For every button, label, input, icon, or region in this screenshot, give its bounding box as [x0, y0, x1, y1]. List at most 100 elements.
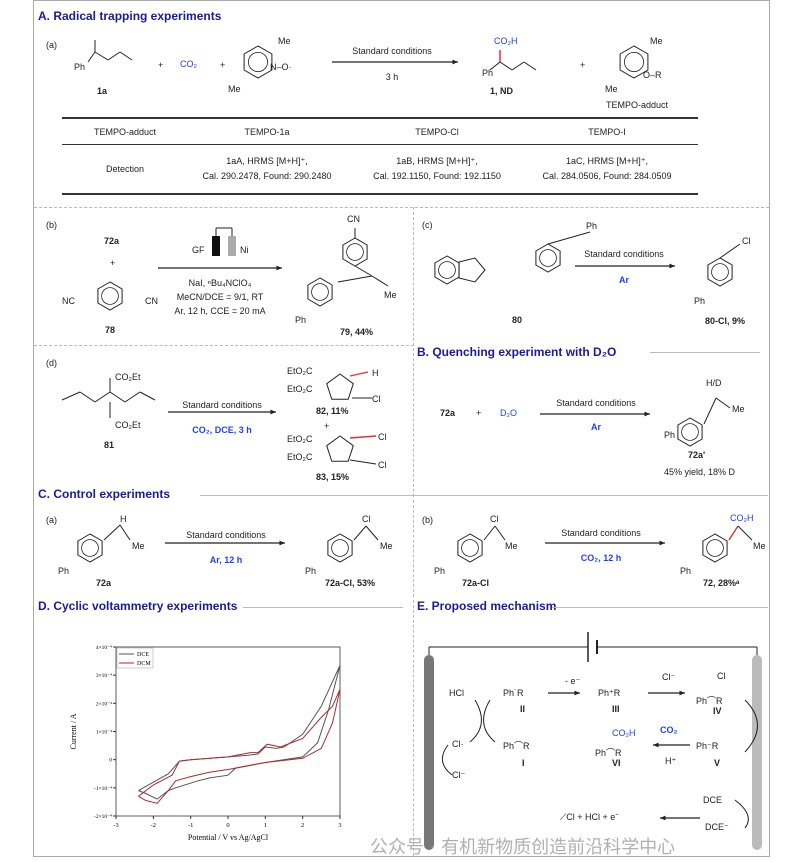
bond	[703, 397, 717, 425]
y-tick-label: 1×10⁻⁴	[96, 730, 112, 736]
bond	[139, 391, 156, 401]
conditions-label: Standard conditions	[561, 528, 641, 538]
benzene-ring	[702, 533, 728, 563]
condition-line: NaI, ⁿBu₄NClO₄	[188, 278, 252, 288]
species-IV: Ph⌒R	[696, 696, 723, 706]
table-cell: 1aC, HRMS [M+H]⁺,	[565, 156, 649, 166]
hcl-label: HCl	[449, 688, 464, 698]
methyl-label: Me	[278, 36, 291, 46]
divider	[413, 500, 414, 597]
compound-label-72a-cl: 72a-Cl	[462, 578, 490, 588]
cyclopentane-ring	[326, 373, 354, 400]
ester-label: EtO₂C	[287, 452, 313, 462]
methyl-label: Me	[132, 541, 145, 551]
curved-arrow	[734, 799, 749, 829]
divider	[200, 495, 768, 496]
bond	[94, 51, 109, 61]
table-cell: 1aA, HRMS [M+H]⁺,	[226, 156, 308, 166]
curved-arrow	[744, 699, 758, 753]
x-axis-label: Potential / V vs Ag/AgCl	[188, 833, 269, 842]
aromatic-circle	[247, 52, 268, 73]
ph-label: Ph	[586, 221, 598, 231]
ester-label: EtO₂C	[287, 434, 313, 444]
bond	[371, 275, 389, 287]
bond	[365, 525, 379, 541]
aromatic-circle	[624, 52, 645, 73]
product-label-72a-cl: 72a-Cl, 53%	[325, 578, 376, 588]
condition-line: Ar, 12 h, CCE = 20 mA	[174, 306, 266, 316]
chloro-label: Cl	[378, 432, 387, 442]
panel-label: (d)	[46, 358, 57, 368]
bond	[489, 61, 501, 71]
y-tick-label: -2×10⁻⁴	[94, 814, 112, 820]
nitrile-label: NC	[62, 296, 75, 306]
arrow-head	[276, 265, 282, 271]
arrow-head	[679, 690, 685, 696]
methyl-label: Me	[605, 84, 618, 94]
oxidation-label: - e⁻	[565, 676, 581, 686]
aromatic-circle	[461, 539, 479, 557]
compound-label-1a: 1a	[97, 86, 108, 96]
bond	[349, 459, 377, 465]
bond	[511, 61, 525, 71]
conditions-label: Standard conditions	[556, 398, 636, 408]
arrow-head	[669, 263, 675, 269]
ester-label: CO₂Et	[115, 372, 141, 382]
curved-arrow	[469, 699, 482, 743]
table-cell: Cal. 192.1150, Found: 192.1150	[373, 171, 501, 181]
bond	[483, 525, 496, 541]
chloro-label: Cl	[742, 236, 751, 246]
arrow-head	[270, 409, 276, 415]
acid-group: CO₂H	[730, 513, 754, 523]
y-tick-label: 0	[109, 758, 112, 764]
label-V: V	[714, 758, 721, 768]
x-tick-label: 0	[226, 822, 229, 829]
curved-arrow	[441, 744, 453, 776]
table-header: TEMPO-I	[588, 127, 626, 137]
bottom-equation: ⟋Cl + HCl + e⁻	[560, 812, 619, 822]
panel-label: (a)	[46, 40, 57, 50]
methyl-label: Me	[384, 290, 397, 300]
new-bond	[728, 525, 739, 541]
ph-label: Ph	[694, 296, 706, 306]
bond	[499, 61, 513, 71]
nitrile-label: CN	[145, 296, 158, 306]
chloro-label: Cl	[490, 514, 499, 524]
label-III: III	[612, 704, 620, 714]
product-label-79: 79, 44%	[340, 327, 374, 337]
hydrogen-label: H	[372, 368, 379, 378]
panel-label: (b)	[422, 515, 433, 525]
conditions-label: Standard conditions	[182, 400, 262, 410]
piperidine-ring	[243, 45, 273, 79]
ester-label: EtO₂C	[287, 366, 313, 376]
co2-reagent: CO₂	[180, 59, 197, 69]
cathode-electrode	[752, 655, 762, 850]
divider	[413, 600, 414, 856]
benzene-ring	[307, 277, 333, 307]
table-cell: 1aB, HRMS [M+H]⁺,	[396, 156, 478, 166]
bond	[87, 51, 96, 63]
curved-arrow	[483, 699, 496, 743]
species-VI: Ph⌒R	[595, 748, 622, 758]
imide-ring	[458, 257, 486, 283]
aromatic-circle	[331, 539, 349, 557]
benzene-ring	[327, 533, 353, 563]
compound-label-81: 81	[104, 440, 115, 450]
bond	[719, 243, 741, 259]
graphite-felt-electrode	[212, 236, 220, 256]
bond	[523, 61, 537, 71]
conditions-label: Standard conditions	[186, 530, 266, 540]
label-I: I	[522, 758, 525, 768]
bond	[124, 391, 141, 403]
ph-label: Ph	[434, 566, 446, 576]
bond	[715, 397, 731, 409]
x-tick-label: -1	[188, 822, 193, 829]
adduct-label: TEMPO-adduct	[606, 100, 669, 110]
section-b-title: B. Quenching experiment with D₂O	[417, 345, 617, 359]
y-axis-label: Current / A	[69, 713, 78, 749]
plus-sign: +	[110, 258, 116, 268]
plot-frame	[115, 646, 341, 817]
chloride-anion: Cl⁻	[452, 770, 466, 780]
plus-sign: +	[324, 421, 330, 431]
chloro-label: Cl	[362, 514, 371, 524]
